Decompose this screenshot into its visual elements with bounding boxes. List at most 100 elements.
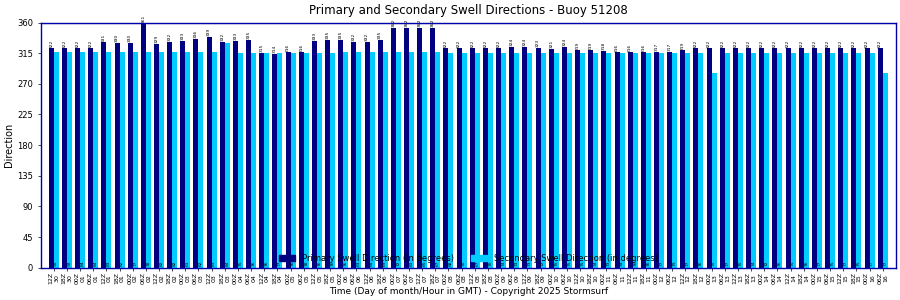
Bar [804,53,809,268]
Bar [817,53,822,268]
Text: 84: 84 [225,261,230,266]
Text: 67: 67 [475,261,480,266]
Bar [627,52,633,268]
Bar [88,48,94,268]
Text: 73: 73 [515,261,518,266]
Text: 322: 322 [813,40,816,48]
Bar [120,52,124,268]
Text: 352: 352 [431,19,435,27]
Bar [114,43,120,268]
Text: 322: 322 [747,40,751,48]
Text: 70: 70 [462,261,466,266]
Bar [615,52,619,268]
Bar [720,48,724,268]
Bar [172,52,177,268]
Bar [738,53,742,268]
Text: 322: 322 [773,40,777,48]
Bar [238,53,243,268]
Text: 76: 76 [805,261,808,266]
Text: 62: 62 [199,261,203,266]
Text: 317: 317 [668,43,671,51]
Bar [549,49,554,268]
Text: 322: 322 [694,40,698,48]
Text: 332: 332 [220,33,224,41]
Text: 339: 339 [207,28,211,36]
Text: 352: 352 [404,19,409,27]
Text: 82: 82 [159,261,164,266]
Text: 82: 82 [173,261,176,266]
Bar [212,52,217,268]
Bar [501,53,506,268]
Y-axis label: Direction: Direction [4,123,14,167]
Text: 73: 73 [607,261,611,266]
Bar [146,52,151,268]
Bar [273,54,277,268]
Text: 322: 322 [878,40,882,48]
Bar [685,53,690,268]
Text: 72: 72 [541,261,545,266]
Bar [132,52,138,268]
Bar [49,48,54,268]
Text: 76: 76 [318,261,321,266]
Bar [338,40,343,268]
Bar [251,53,256,268]
Text: 70: 70 [489,261,492,266]
Bar [778,53,782,268]
Bar [291,53,295,268]
Text: 352: 352 [418,19,422,27]
Bar [199,52,203,268]
Text: 84: 84 [94,261,98,266]
Bar [733,48,738,268]
Text: 335: 335 [326,31,329,39]
Bar [436,52,440,268]
Text: 78: 78 [304,261,308,266]
Text: 82: 82 [120,261,124,266]
Bar [798,48,804,268]
Text: 61: 61 [185,261,190,266]
Text: 330: 330 [128,34,132,42]
Bar [514,53,519,268]
Bar [619,53,625,268]
Text: 319: 319 [589,41,593,50]
Text: 333: 333 [181,32,184,40]
Text: 322: 322 [760,40,764,48]
Text: 333: 333 [312,32,317,40]
Text: 322: 322 [497,40,500,48]
Bar [404,28,409,268]
Text: 322: 322 [50,40,53,48]
Text: 335: 335 [247,31,250,39]
Text: 332: 332 [167,33,172,41]
Bar [265,53,269,268]
Bar [562,47,567,268]
Bar [456,48,462,268]
Bar [303,53,309,268]
Bar [475,53,480,268]
Text: 77: 77 [817,261,822,266]
Bar [838,48,843,268]
Text: 76: 76 [265,261,269,266]
Text: 336: 336 [194,30,198,38]
Bar [752,53,756,268]
Text: 69: 69 [383,261,387,266]
Text: 72: 72 [765,261,769,266]
Text: 75: 75 [857,261,861,266]
Text: 335: 335 [338,31,343,39]
Bar [67,52,72,268]
Bar [772,48,778,268]
Text: 76: 76 [634,261,637,266]
Text: 316: 316 [642,44,645,52]
Bar [106,52,112,268]
Bar [128,43,132,268]
Text: 77: 77 [660,261,663,266]
Bar [364,42,370,268]
Text: 319: 319 [680,41,685,50]
Bar [483,48,488,268]
Bar [654,52,659,268]
Bar [883,73,887,268]
Text: 93: 93 [54,261,58,266]
Bar [857,53,861,268]
Text: 78: 78 [147,261,150,266]
Bar [225,43,230,268]
Bar [54,52,58,268]
Bar [194,39,199,268]
